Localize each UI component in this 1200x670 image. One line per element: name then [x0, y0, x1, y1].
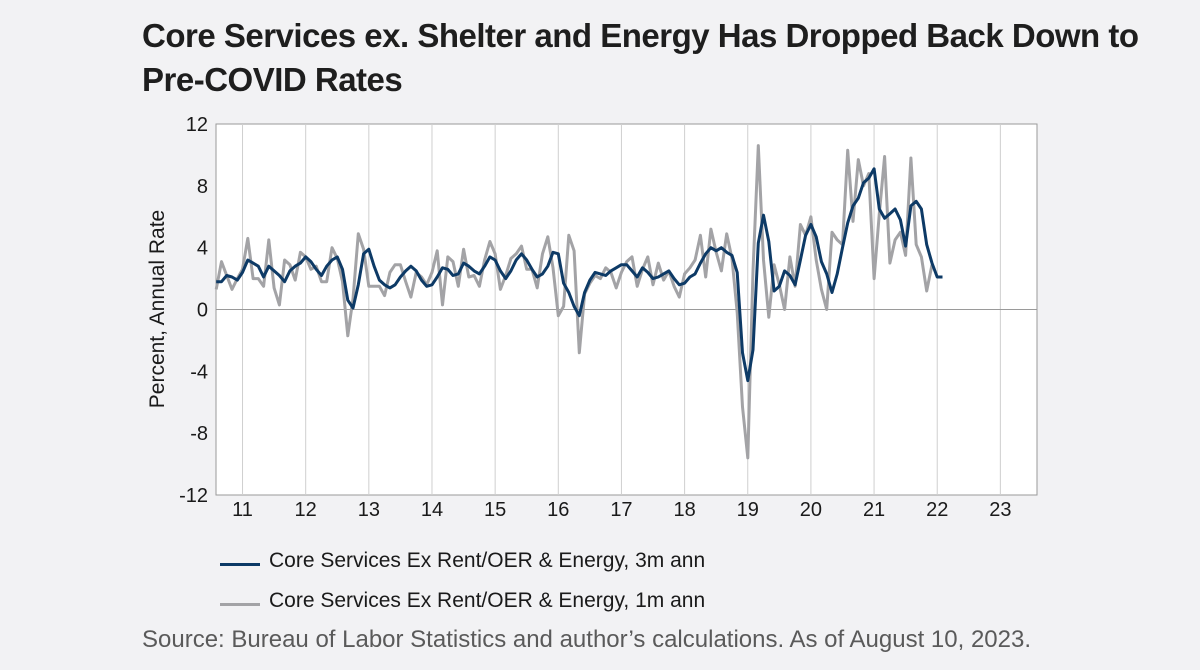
x-tick-label: 15	[484, 499, 506, 521]
x-tick-label: 14	[421, 499, 443, 521]
series-line-3m	[216, 167, 943, 383]
y-tick-label: -8	[190, 423, 208, 445]
y-tick-label: 0	[197, 300, 208, 322]
x-tick-label: 23	[989, 499, 1011, 521]
x-tick-label: 13	[358, 499, 380, 521]
source-note: Source: Bureau of Labor Statistics and a…	[142, 626, 1032, 653]
legend-label-1m: Core Services Ex Rent/OER & Energy, 1m a…	[269, 589, 706, 612]
y-tick-label: -4	[190, 361, 208, 383]
legend-swatch-1m	[220, 603, 260, 606]
x-tick-label: 22	[926, 499, 948, 521]
x-tick-label: 18	[673, 499, 695, 521]
legend-label-3m: Core Services Ex Rent/OER & Energy, 3m a…	[269, 549, 706, 572]
x-tick-label: 19	[737, 499, 759, 521]
x-tick-label: 16	[547, 499, 569, 521]
y-axis-label: Percent, Annual Rate	[146, 210, 169, 408]
y-tick-label: 12	[186, 114, 208, 136]
x-tick-label: 21	[863, 499, 885, 521]
x-tick-label: 11	[232, 499, 253, 521]
x-tick-label: 12	[295, 499, 317, 521]
x-tick-label: 20	[800, 499, 822, 521]
x-tick-label: 17	[610, 499, 632, 521]
legend-swatch-3m	[220, 563, 260, 566]
y-tick-labels: 12 8 4 0 -4 -8 -12	[179, 114, 208, 507]
series-lines	[214, 144, 943, 460]
x-tick-labels: 11 12 13 14 15 16 17 18 19 20 21 22 23	[232, 499, 1011, 521]
y-tick-label: 8	[197, 176, 208, 198]
chart-title: Core Services ex. Shelter and Energy Has…	[142, 17, 1139, 98]
y-tick-label: -12	[179, 485, 208, 507]
y-tick-label: 4	[197, 238, 208, 260]
